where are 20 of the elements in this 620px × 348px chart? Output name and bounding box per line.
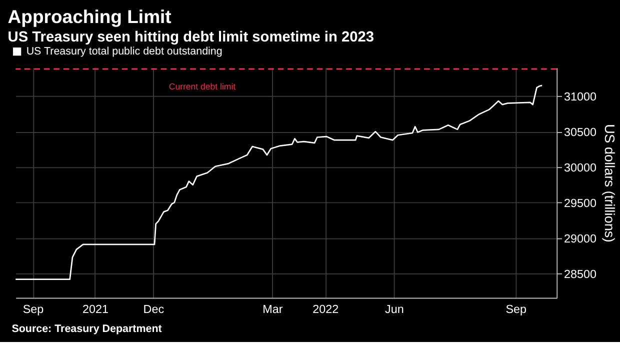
y-tick-label: 29500 (564, 196, 597, 210)
source-note: Source: Treasury Department (12, 322, 162, 335)
x-tick-label: Dec (143, 302, 164, 316)
chart-subtitle: US Treasury seen hitting debt limit sometime in 2023 (8, 29, 374, 46)
x-tick-label: 2022 (312, 302, 339, 316)
x-tick-label: Sep (22, 302, 44, 316)
y-axis-title: US dollars (trillions) (602, 124, 618, 242)
x-tick-label: Mar (262, 302, 283, 316)
legend-label: US Treasury total public debt outstanding (26, 46, 222, 58)
x-tick-label: 2021 (82, 302, 108, 316)
y-tick-label: 30500 (564, 126, 597, 139)
x-tick-label: Jun (384, 302, 404, 316)
y-tick-label: 30000 (564, 161, 597, 174)
chart-title: Approaching Limit (8, 6, 172, 27)
y-tick-label: 28500 (564, 268, 597, 281)
y-tick-label: 29000 (564, 232, 597, 246)
ref-line-label: Current debt limit (168, 81, 236, 92)
x-tick-label: Sep (506, 302, 528, 316)
line-series (14, 84, 543, 280)
y-tick-label: 31000 (564, 90, 597, 104)
